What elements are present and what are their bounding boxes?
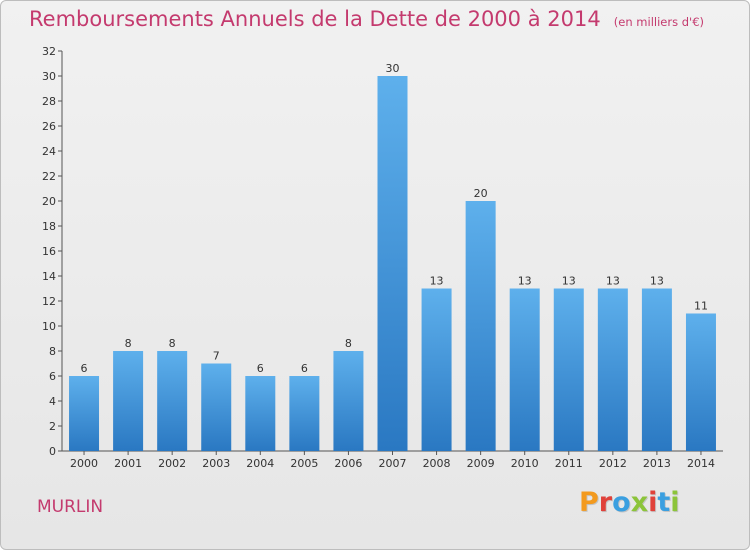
x-tick-label: 2003 xyxy=(202,457,230,470)
bar xyxy=(69,376,100,451)
bar-value-label: 13 xyxy=(606,275,620,288)
y-tick-label: 32 xyxy=(42,45,56,58)
brand-letter: i xyxy=(648,487,658,518)
y-tick-label: 0 xyxy=(49,445,56,458)
bar xyxy=(465,201,496,451)
y-tick-label: 8 xyxy=(49,345,56,358)
chart-subtitle: (en milliers d'€) xyxy=(613,15,704,29)
y-tick-label: 18 xyxy=(42,220,56,233)
bar-value-label: 20 xyxy=(474,187,488,200)
brand-logo: Proxiti xyxy=(579,487,680,518)
x-tick-label: 2005 xyxy=(290,457,318,470)
x-tick-label: 2014 xyxy=(687,457,715,470)
y-tick-label: 28 xyxy=(42,95,56,108)
x-tick-label: 2013 xyxy=(643,457,671,470)
x-tick-label: 2002 xyxy=(158,457,186,470)
y-tick-label: 6 xyxy=(49,370,56,383)
bar xyxy=(421,288,452,451)
y-tick-label: 10 xyxy=(42,320,56,333)
brand-letter: i xyxy=(670,487,680,518)
y-tick-label: 26 xyxy=(42,120,56,133)
y-tick-label: 24 xyxy=(42,145,56,158)
bar xyxy=(377,76,408,451)
y-tick-label: 12 xyxy=(42,295,56,308)
x-tick-label: 2009 xyxy=(467,457,495,470)
bar-value-label: 11 xyxy=(694,300,708,313)
brand-letter: r xyxy=(598,487,613,518)
bar xyxy=(641,288,672,451)
bar xyxy=(553,288,584,451)
x-tick-label: 2008 xyxy=(423,457,451,470)
x-tick-label: 2010 xyxy=(511,457,539,470)
bar-value-label: 13 xyxy=(562,275,576,288)
bar xyxy=(685,313,716,451)
y-tick-label: 22 xyxy=(42,170,56,183)
bar-value-label: 30 xyxy=(386,62,400,75)
y-tick-label: 30 xyxy=(42,70,56,83)
brand-letter: t xyxy=(657,487,671,518)
commune-name: MURLIN xyxy=(37,497,104,517)
bar-value-label: 6 xyxy=(257,362,264,375)
x-axis: 2000 2001 2002 2003 2004 2005 2006 2007 2008 2009… xyxy=(62,450,723,470)
x-tick-label: 2000 xyxy=(70,457,98,470)
y-tick-label: 16 xyxy=(42,245,56,258)
bar xyxy=(201,363,232,451)
x-tick-label: 2004 xyxy=(246,457,274,470)
brand-letter: o xyxy=(612,487,631,518)
y-tick-label: 2 xyxy=(49,420,56,433)
bar xyxy=(245,376,276,451)
bar-value-label: 13 xyxy=(430,275,444,288)
y-tick-label: 14 xyxy=(42,270,56,283)
x-tick-label: 2012 xyxy=(599,457,627,470)
bar-value-label: 6 xyxy=(301,362,308,375)
y-tick-label: 20 xyxy=(42,195,56,208)
bar xyxy=(333,351,364,451)
bar xyxy=(289,376,320,451)
bar-value-label: 7 xyxy=(213,350,220,363)
bar xyxy=(509,288,540,451)
bar-value-label: 13 xyxy=(650,275,664,288)
brand-letter: P xyxy=(579,487,599,518)
x-tick-label: 2006 xyxy=(334,457,362,470)
bar-value-label: 8 xyxy=(345,337,352,350)
x-tick-label: 2011 xyxy=(555,457,583,470)
brand-letter: x xyxy=(630,487,649,518)
y-tick-label: 4 xyxy=(49,395,56,408)
x-tick-label: 2007 xyxy=(379,457,407,470)
x-tick-label: 2001 xyxy=(114,457,142,470)
bar-value-label: 13 xyxy=(518,275,532,288)
title-row: Remboursements Annuels de la Dette de 20… xyxy=(29,7,704,31)
bars: 6 8 8 7 6 6 8 30 13 20 13 13 13 13 11 xyxy=(69,62,716,451)
bar xyxy=(113,351,144,451)
bar xyxy=(157,351,188,451)
chart-title: Remboursements Annuels de la Dette de 20… xyxy=(29,7,601,31)
bar-value-label: 6 xyxy=(81,362,88,375)
bar-value-label: 8 xyxy=(169,337,176,350)
bar-value-label: 8 xyxy=(125,337,132,350)
bar xyxy=(597,288,628,451)
